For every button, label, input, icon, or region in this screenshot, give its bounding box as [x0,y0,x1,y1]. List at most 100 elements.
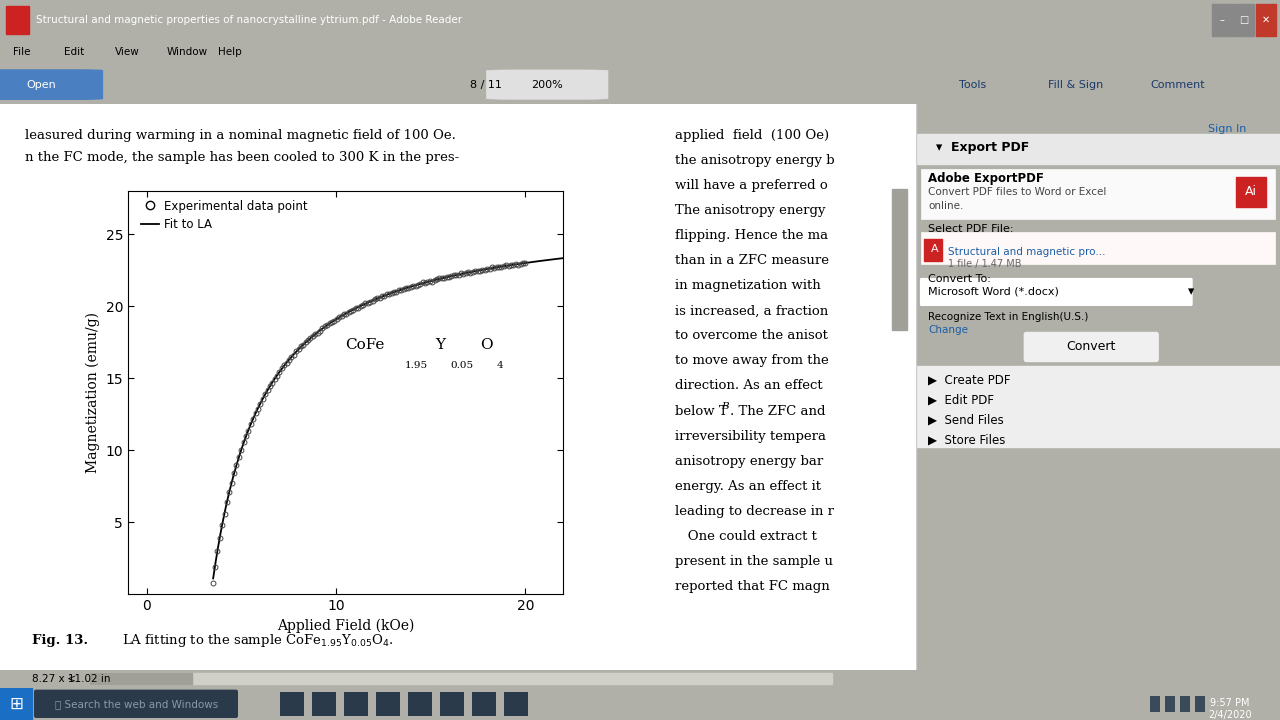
Text: 0.05: 0.05 [451,361,474,370]
FancyBboxPatch shape [35,690,238,718]
Text: O: O [480,338,493,352]
Text: 🔍 Search the web and Windows: 🔍 Search the web and Windows [55,699,219,708]
Text: ▶  Edit PDF: ▶ Edit PDF [928,394,995,407]
Bar [6,6,29,34]
FancyBboxPatch shape [1024,333,1158,361]
X-axis label: Applied Field (kOe): Applied Field (kOe) [276,618,415,633]
Text: Change: Change [928,325,969,336]
Text: 8 / 11: 8 / 11 [471,80,502,89]
Text: Select PDF File:: Select PDF File: [928,225,1014,235]
Bar [891,189,906,330]
Text: leading to decrease in r: leading to decrease in r [675,505,835,518]
Bar [0,104,915,670]
Bar [1234,4,1254,35]
Text: CoFe: CoFe [346,338,385,352]
Bar [1149,696,1160,712]
Bar [916,387,1280,407]
Text: Window: Window [166,48,207,57]
Text: 8.27 x 11.02 in: 8.27 x 11.02 in [32,674,110,683]
Text: ✕: ✕ [1262,15,1270,24]
Text: leasured during warming in a nominal magnetic field of 100 Oe.: leasured during warming in a nominal mag… [26,130,456,143]
Text: n the FC mode, the sample has been cooled to 300 K in the pres-: n the FC mode, the sample has been coole… [26,151,460,164]
Bar [922,169,1275,220]
Text: Edit: Edit [64,48,84,57]
Text: □: □ [1239,15,1249,24]
Text: Adobe ExportPDF: Adobe ExportPDF [928,172,1044,186]
Text: Microsoft Word (*.docx): Microsoft Word (*.docx) [928,287,1060,297]
Text: the anisotropy energy b: the anisotropy energy b [675,154,835,168]
Text: LA fitting to the sample CoFe$_{1.95}$Y$_{0.05}$O$_4$.: LA fitting to the sample CoFe$_{1.95}$Y$… [122,632,393,649]
Text: B: B [721,402,728,410]
Bar [1256,4,1276,35]
Text: 9:57 PM: 9:57 PM [1211,698,1249,708]
Text: Convert PDF files to Word or Excel: Convert PDF files to Word or Excel [928,187,1107,197]
Text: . The ZFC and: . The ZFC and [730,405,826,418]
Text: Convert: Convert [1066,340,1116,353]
Bar [916,407,1280,426]
Text: Open: Open [27,80,56,89]
Bar [472,692,497,716]
Text: direction. As an effect: direction. As an effect [675,379,823,392]
Text: 2/4/2020: 2/4/2020 [1208,710,1252,720]
Text: One could extract t: One could extract t [675,529,817,543]
Text: than in a ZFC measure: than in a ZFC measure [675,254,829,267]
Text: flipping. Hence the ma: flipping. Hence the ma [675,230,828,243]
Text: ▶  Send Files: ▶ Send Files [928,413,1005,426]
Text: in magnetization with: in magnetization with [675,279,820,292]
FancyBboxPatch shape [0,70,102,99]
Bar [504,692,529,716]
Bar [1165,696,1175,712]
Text: Structural and magnetic properties of nanocrystalline yttrium.pdf - Adobe Reader: Structural and magnetic properties of na… [36,15,462,24]
Bar [408,692,433,716]
Bar [90,673,832,684]
Text: is increased, a fraction: is increased, a fraction [675,305,828,318]
Text: Ai: Ai [1245,185,1257,198]
Bar [344,692,369,716]
Text: to move away from the: to move away from the [675,354,828,367]
Text: ▶  Create PDF: ▶ Create PDF [928,374,1011,387]
Text: applied  field  (100 Oe): applied field (100 Oe) [675,130,829,143]
Bar [916,135,1280,164]
Y-axis label: Magnetization (emu/g): Magnetization (emu/g) [86,312,100,473]
Bar [924,240,942,261]
Text: reported that FC magn: reported that FC magn [675,580,829,593]
FancyBboxPatch shape [920,279,1192,305]
Text: energy. As an effect it: energy. As an effect it [675,480,820,492]
Text: Y: Y [435,338,445,352]
Legend: Experimental data point, Fit to LA: Experimental data point, Fit to LA [137,195,312,236]
Text: 200%: 200% [531,80,563,89]
Bar [1212,4,1233,35]
Bar [916,366,1280,387]
Bar [1180,696,1190,712]
Text: 4: 4 [497,361,503,370]
Text: Structural and magnetic pro...: Structural and magnetic pro... [948,248,1106,258]
Text: will have a preferred o: will have a preferred o [675,179,828,192]
Text: Recognize Text in English(U.S.): Recognize Text in English(U.S.) [928,312,1089,323]
Text: online.: online. [928,202,964,212]
Text: A: A [931,245,938,254]
Text: Fill & Sign: Fill & Sign [1047,80,1103,89]
Text: Sign In: Sign In [1207,125,1245,135]
Bar [440,692,465,716]
Text: Convert To:: Convert To: [928,274,991,284]
Bar [280,692,305,716]
Bar [916,426,1280,446]
Bar [922,233,1275,264]
Text: ▾  Export PDF: ▾ Export PDF [937,141,1029,154]
Text: present in the sample u: present in the sample u [675,554,833,567]
Text: ▶  Store Files: ▶ Store Files [928,433,1006,446]
Text: 1.95: 1.95 [404,361,428,370]
Bar [1236,177,1266,207]
Text: View: View [115,48,140,57]
Text: –: – [1220,15,1225,24]
Text: <: < [64,674,76,683]
Bar [90,673,192,684]
Text: to overcome the anisot: to overcome the anisot [675,330,828,343]
Text: The anisotropy energy: The anisotropy energy [675,204,826,217]
Bar [1196,696,1204,712]
Text: Help: Help [218,48,242,57]
Text: ⊞: ⊞ [9,695,23,713]
Text: 1 file / 1.47 MB: 1 file / 1.47 MB [948,259,1021,269]
Text: irreversibility tempera: irreversibility tempera [675,430,826,443]
Bar [376,692,399,716]
